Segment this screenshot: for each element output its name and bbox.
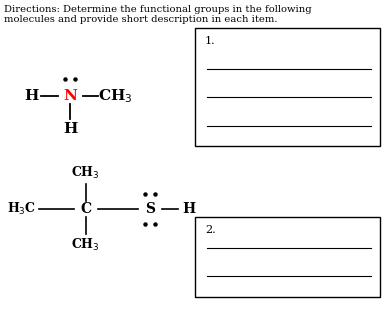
Text: S: S — [145, 202, 155, 216]
FancyBboxPatch shape — [195, 28, 380, 146]
Text: CH$_3$: CH$_3$ — [71, 165, 100, 181]
Text: CH$_3$: CH$_3$ — [71, 237, 100, 253]
Text: 1.: 1. — [205, 36, 215, 46]
Text: H: H — [183, 202, 196, 216]
Text: H$_3$C: H$_3$C — [7, 201, 36, 217]
Text: CH$_3$: CH$_3$ — [98, 87, 132, 105]
Text: N: N — [63, 89, 77, 103]
Text: C: C — [80, 202, 91, 216]
Text: Directions: Determine the functional groups in the following
molecules and provi: Directions: Determine the functional gro… — [4, 5, 312, 24]
FancyBboxPatch shape — [195, 217, 380, 297]
Text: H: H — [24, 89, 38, 103]
Text: H: H — [63, 122, 77, 136]
Text: 2.: 2. — [205, 225, 215, 235]
